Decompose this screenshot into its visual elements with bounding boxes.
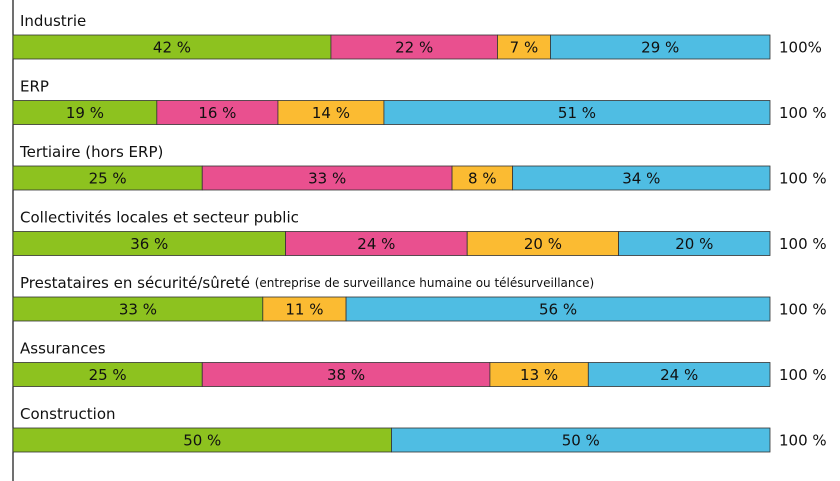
value-label: 34 % [622,170,660,188]
bar-segment [156,100,279,125]
value-label: 36 % [130,235,168,253]
category-name: Assurances [20,339,106,357]
value-label: 22 % [395,39,433,57]
category-name: Construction [20,405,116,423]
value-label: 33 % [308,170,346,188]
bar-segment [618,231,771,256]
value-label: 50 % [562,432,600,450]
category-label: Construction [20,405,116,423]
category-label: Collectivités locales et secteur public [20,208,299,226]
value-label: 19 % [66,104,104,122]
bar-segment [262,296,347,322]
value-label: 11 % [285,301,323,319]
value-label: 51 % [558,104,596,122]
value-label: 25 % [89,170,127,188]
bar-segment [451,165,514,191]
bar-segment [201,362,491,387]
value-label: 7 % [510,39,539,57]
bar-segment [383,100,771,125]
value-label: 56 % [539,301,577,319]
value-label: 33 % [119,301,157,319]
category-label: Assurances [20,339,106,357]
total-label: 100% [779,39,822,57]
value-label: 13 % [520,366,558,384]
value-label: 24 % [357,235,395,253]
value-label: 29 % [641,39,679,57]
category-name: Collectivités locales et secteur public [20,208,299,226]
category-note: (entreprise de surveillance humaine ou t… [255,276,594,290]
value-label: 20 % [675,235,713,253]
bar-segment [330,34,498,60]
total-label: 100 % [779,366,827,384]
bar-segment [497,34,551,60]
bar-segment [512,165,771,191]
category-name: Industrie [20,12,86,30]
bar-segment [587,362,771,387]
category-label: Prestataires en sécurité/sûreté (entrepr… [20,274,594,292]
bar-segment [201,165,453,191]
bar-segment [345,296,771,322]
total-label: 100 % [779,104,827,122]
bar-segment [391,427,771,453]
category-label: ERP [20,77,49,95]
value-label: 8 % [468,170,497,188]
total-label: 100 % [779,301,827,319]
category-name: ERP [20,77,49,95]
bar-segment [12,296,264,322]
value-label: 16 % [198,104,236,122]
total-label: 100 % [779,235,827,253]
total-label: 100 % [779,432,827,450]
value-label: 38 % [327,366,365,384]
bar-segment [466,231,620,256]
category-name: Tertiaire (hors ERP) [19,143,163,161]
category-label: Industrie [20,12,86,30]
category-label: Tertiaire (hors ERP) [19,143,163,161]
value-label: 25 % [89,366,127,384]
value-label: 42 % [153,39,191,57]
value-label: 14 % [312,104,350,122]
bar-segment [12,231,286,256]
bar-segment [550,34,771,60]
value-label: 24 % [660,366,698,384]
value-label: 50 % [183,432,221,450]
total-label: 100 % [779,170,827,188]
bar-segment [12,427,392,453]
bar-segment [12,165,203,191]
category-name: Prestataires en sécurité/sûreté [20,274,250,292]
value-label: 20 % [524,235,562,253]
bar-segment [285,231,468,256]
bar-segment [12,362,203,387]
